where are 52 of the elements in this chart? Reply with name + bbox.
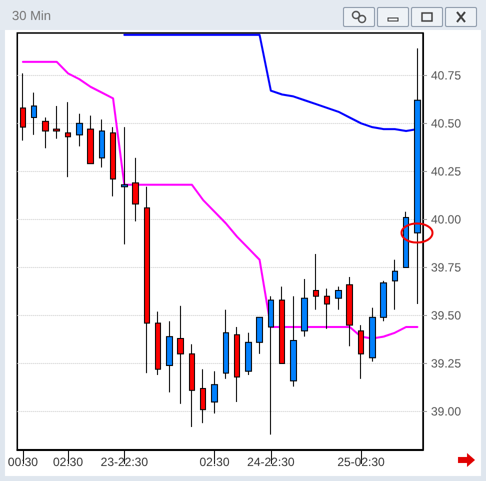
candlestick (53, 106, 60, 140)
candlestick (279, 286, 285, 364)
y-tick-label: 39.25 (431, 356, 462, 371)
candlestick (200, 368, 206, 424)
candlestick (346, 276, 353, 347)
candlestick (392, 259, 398, 310)
y-tick-label: 40.25 (431, 164, 462, 178)
candlestick (268, 296, 274, 436)
y-tick-label: 39.00 (431, 404, 462, 419)
candlestick (110, 126, 116, 197)
candlestick (234, 326, 240, 402)
candlestick (211, 370, 218, 414)
candlestick (177, 305, 184, 404)
candlestick (335, 286, 342, 310)
candlestick (358, 324, 364, 380)
candlestick (76, 113, 83, 147)
candlestick (20, 72, 26, 142)
y-tick-label: 40.75 (431, 68, 462, 82)
candlestick (121, 126, 128, 245)
y-tick-label: 39.75 (431, 260, 462, 274)
candlestick (380, 280, 387, 322)
x-tick-label: 02:30 (52, 455, 84, 469)
candlestick (99, 118, 105, 168)
candlestick (324, 288, 330, 330)
candlestick (414, 48, 421, 304)
x-tick-label: 23-22:30 (100, 455, 148, 469)
candlestick (369, 307, 376, 362)
chart-title: 30 Min (12, 8, 52, 23)
line-series (22, 60, 418, 340)
candlestick (256, 316, 263, 354)
candlestick (144, 186, 150, 374)
x-tick-label: 02:30 (199, 455, 230, 469)
candlestick (155, 311, 161, 376)
candlestick (403, 211, 409, 268)
candlestick (245, 332, 252, 376)
x-tick-label: 24-22:30 (247, 455, 295, 469)
candlestick (290, 296, 297, 388)
candlestick (31, 92, 37, 136)
candlestick (166, 320, 173, 393)
candlestick (223, 309, 229, 380)
y-tick-label: 40.00 (431, 212, 462, 226)
candlestick (132, 157, 139, 222)
x-tick-label: 00:30 (8, 455, 38, 469)
y-tick-label: 40.50 (431, 116, 462, 130)
candlestick (87, 115, 94, 164)
candlestick (189, 344, 195, 428)
candlestick (301, 278, 308, 338)
candlestick (313, 253, 319, 310)
x-tick-label: 25-02:30 (337, 455, 386, 469)
candlestick (65, 102, 71, 178)
candlestick (42, 117, 49, 149)
y-tick-label: 39.50 (431, 308, 462, 322)
